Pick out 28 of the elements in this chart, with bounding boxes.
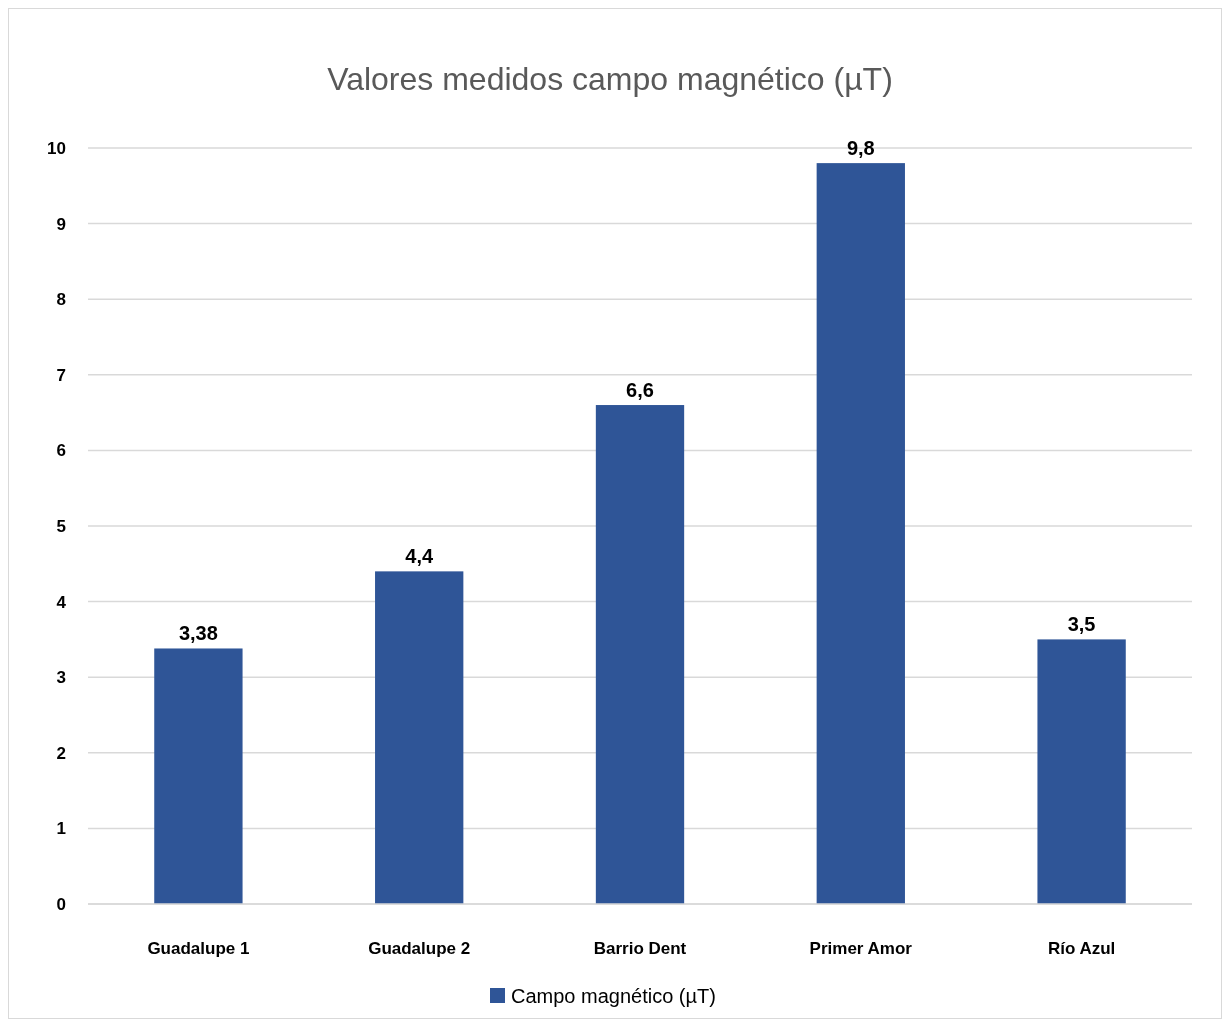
y-tick-label: 5 bbox=[56, 516, 66, 536]
bar bbox=[1037, 639, 1126, 904]
y-tick-label: 3 bbox=[56, 668, 66, 688]
y-tick-label: 6 bbox=[56, 441, 66, 461]
data-label: 6,6 bbox=[626, 379, 654, 402]
x-tick-label: Barrio Dent bbox=[593, 939, 687, 958]
y-tick-label: 0 bbox=[56, 894, 66, 914]
data-label: 4,4 bbox=[405, 545, 434, 568]
y-tick-label: 10 bbox=[47, 138, 66, 158]
x-tick-label: Río Azul bbox=[1047, 939, 1116, 958]
chart-title: Valores medidos campo magnético (µT) bbox=[327, 61, 893, 97]
x-tick-label: Guadalupe 2 bbox=[368, 939, 471, 958]
x-tick-label: Primer Amor bbox=[809, 939, 913, 958]
data-label: 3,38 bbox=[178, 622, 218, 645]
y-tick-label: 1 bbox=[56, 819, 66, 839]
y-tick-label: 9 bbox=[56, 214, 66, 234]
y-tick-label: 8 bbox=[56, 290, 66, 310]
y-tick-label: 4 bbox=[56, 592, 67, 612]
bar bbox=[154, 648, 243, 904]
x-tick-label: Guadalupe 1 bbox=[147, 939, 250, 958]
bar bbox=[816, 163, 905, 904]
y-tick-label: 2 bbox=[56, 743, 66, 763]
bar bbox=[595, 405, 685, 904]
bar bbox=[375, 571, 464, 904]
data-label: 3,5 bbox=[1067, 613, 1096, 636]
legend-label: Campo magnético (µT) bbox=[511, 985, 716, 1007]
y-tick-label: 7 bbox=[56, 365, 66, 385]
data-label: 9,8 bbox=[846, 137, 875, 160]
